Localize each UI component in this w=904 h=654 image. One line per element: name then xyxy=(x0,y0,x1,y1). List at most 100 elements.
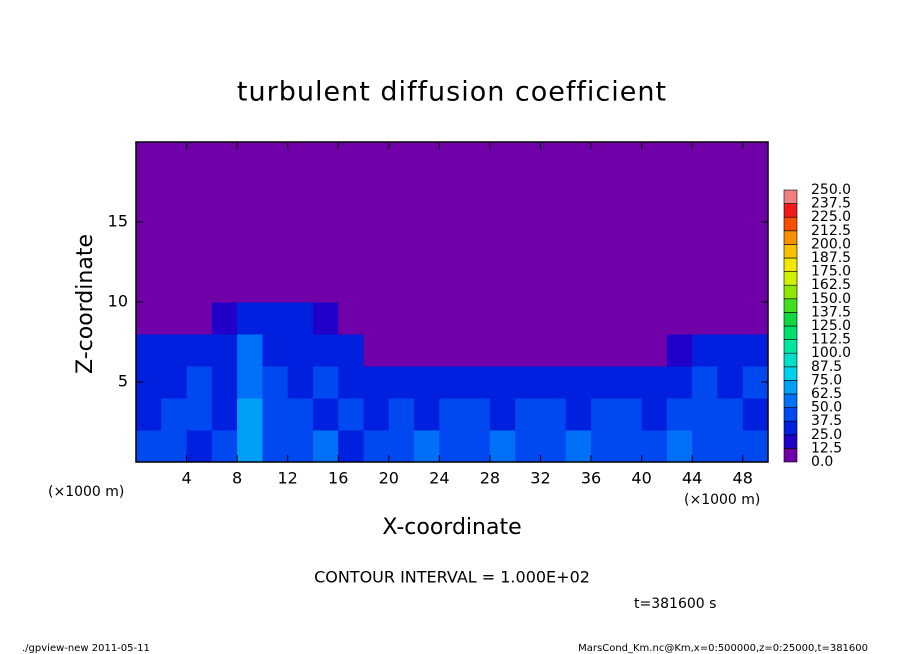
heat-cell xyxy=(641,430,668,463)
heat-cell xyxy=(439,270,466,303)
heat-cell xyxy=(565,366,592,399)
colorbar-label: 200.0 xyxy=(811,236,851,252)
heat-cell xyxy=(540,430,567,463)
heat-cell xyxy=(262,430,289,463)
heat-cell xyxy=(540,366,567,399)
heat-cell xyxy=(388,334,415,367)
colorbar-box xyxy=(783,380,798,395)
heat-cell xyxy=(439,174,466,207)
heat-cell xyxy=(565,398,592,431)
heat-cell xyxy=(439,206,466,239)
heat-cell xyxy=(161,334,188,367)
heat-cell xyxy=(211,238,238,271)
heat-cell xyxy=(363,174,390,207)
heat-cell xyxy=(666,206,693,239)
heat-cell xyxy=(591,430,617,463)
heat-cell xyxy=(262,302,289,335)
heat-cell xyxy=(692,334,718,367)
heat-cell xyxy=(312,238,339,271)
heat-cell xyxy=(211,302,238,335)
heat-cell xyxy=(338,206,365,239)
heat-cell xyxy=(742,142,769,175)
heat-cell xyxy=(565,430,592,463)
heat-cell xyxy=(363,206,390,239)
heat-cell xyxy=(742,174,769,207)
heat-cell xyxy=(464,142,491,175)
colorbar-box xyxy=(783,393,798,408)
heat-cell xyxy=(312,398,339,431)
heat-cell xyxy=(666,430,693,463)
heat-cell xyxy=(312,334,339,367)
heat-cell xyxy=(338,142,365,175)
x-tick-label: 36 xyxy=(581,469,601,488)
x-tick-label: 28 xyxy=(480,469,500,488)
heat-cell xyxy=(262,174,289,207)
heat-cell xyxy=(616,142,643,175)
heat-cell xyxy=(489,398,516,431)
heat-cell xyxy=(616,206,643,239)
heat-cell xyxy=(363,238,390,271)
heat-cell xyxy=(515,430,541,463)
heat-cell xyxy=(666,302,693,335)
colorbar-label: 225.0 xyxy=(811,209,851,225)
colorbar-label: 0.0 xyxy=(811,454,833,470)
heat-cell xyxy=(363,398,390,431)
x-tick-label: 8 xyxy=(232,469,242,488)
heat-cell xyxy=(692,270,718,303)
heat-cell xyxy=(287,270,314,303)
heat-cell xyxy=(262,238,289,271)
heat-cell xyxy=(262,142,289,175)
heat-cell xyxy=(186,334,213,367)
colorbar-box xyxy=(783,420,798,436)
heat-cell xyxy=(414,430,440,463)
heat-cell xyxy=(439,302,466,335)
colorbar-label: 162.5 xyxy=(811,277,851,293)
heat-cell xyxy=(186,430,213,463)
heat-cell xyxy=(363,270,390,303)
heat-cell xyxy=(742,238,769,271)
heat-cell xyxy=(262,366,289,399)
time-note: t=381600 s xyxy=(634,596,716,612)
heat-cell xyxy=(464,206,491,239)
y-axis-label: Z-coordinate xyxy=(73,234,98,374)
heat-cell xyxy=(742,398,769,431)
heat-cell xyxy=(641,334,668,367)
heat-cell xyxy=(211,142,238,175)
heat-cell xyxy=(161,174,188,207)
heat-cell xyxy=(186,366,213,399)
heat-cell xyxy=(363,142,390,175)
heat-cell xyxy=(136,174,162,207)
heat-cell xyxy=(515,142,541,175)
heat-cell xyxy=(338,430,365,463)
y-tick-label: 10 xyxy=(108,292,128,311)
heat-cell xyxy=(388,430,415,463)
x-tick-label: 32 xyxy=(530,469,550,488)
heat-cell xyxy=(262,270,289,303)
heat-cell xyxy=(616,366,643,399)
heat-cell xyxy=(692,238,718,271)
heat-cell xyxy=(439,334,466,367)
x-tick-label: 40 xyxy=(631,469,651,488)
heat-cell xyxy=(338,302,365,335)
heat-cell xyxy=(388,206,415,239)
colorbar-label: 112.5 xyxy=(811,332,851,348)
colorbar-box xyxy=(783,230,798,245)
heat-cell xyxy=(717,366,744,399)
heat-cell xyxy=(692,398,718,431)
colorbar-box xyxy=(783,407,798,422)
heat-cell xyxy=(237,206,263,239)
heat-cell xyxy=(287,430,314,463)
heat-cell xyxy=(414,366,440,399)
heat-cell xyxy=(338,238,365,271)
heat-cell xyxy=(464,238,491,271)
heat-cell xyxy=(312,174,339,207)
heat-cell xyxy=(287,238,314,271)
heat-cell xyxy=(489,270,516,303)
heat-cell xyxy=(312,302,339,335)
heat-cell xyxy=(186,206,213,239)
heat-cell xyxy=(641,398,668,431)
heat-cell xyxy=(388,302,415,335)
heat-cell xyxy=(717,142,744,175)
heat-cell xyxy=(489,430,516,463)
